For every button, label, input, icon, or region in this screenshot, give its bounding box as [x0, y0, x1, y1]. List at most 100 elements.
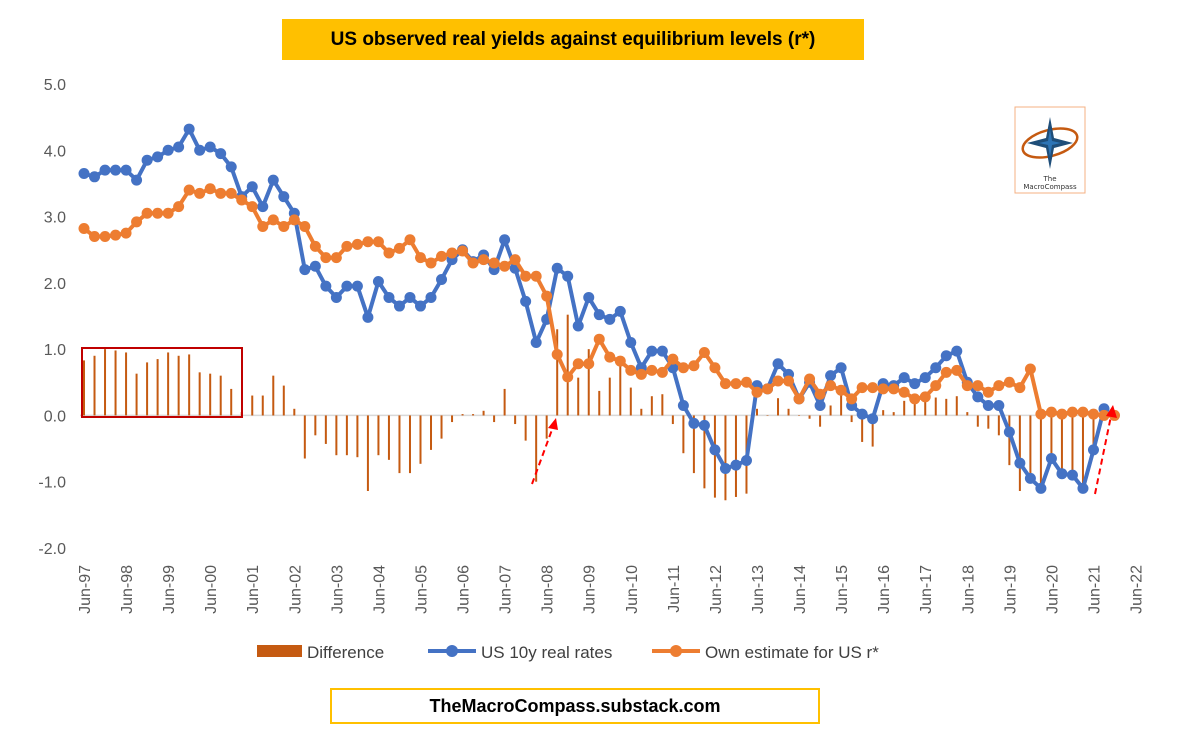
rstar-point	[288, 214, 300, 226]
legend-label-real: US 10y real rates	[481, 643, 612, 662]
y-tick-label: 3.0	[44, 210, 66, 227]
real-rate-point	[520, 295, 532, 307]
difference-bar	[398, 415, 401, 474]
rstar-point	[1024, 363, 1036, 375]
difference-bar	[472, 414, 475, 416]
rstar-point	[951, 364, 963, 376]
difference-bar	[430, 415, 433, 450]
rstar-point	[78, 223, 90, 235]
difference-bar	[976, 415, 979, 427]
rstar-point	[1098, 409, 1110, 421]
difference-bar	[125, 352, 128, 416]
difference-bar	[461, 414, 464, 416]
rstar-point	[499, 260, 511, 272]
x-tick-label: Jun-08	[540, 565, 557, 614]
real-rate-point	[257, 201, 269, 213]
arrow-2008	[531, 426, 554, 485]
difference-bar	[850, 415, 853, 423]
rstar-point	[930, 380, 942, 392]
y-tick-label: 5.0	[44, 77, 66, 94]
difference-bars	[83, 314, 1105, 501]
x-tick-label: Jun-03	[329, 565, 346, 614]
rstar-point	[341, 240, 353, 252]
difference-bar	[724, 415, 727, 501]
difference-bar	[892, 412, 895, 416]
difference-bar	[703, 415, 706, 489]
rstar-point	[488, 257, 500, 269]
rstar-point	[825, 380, 837, 392]
rstar-point	[646, 364, 658, 376]
legend-label-rstar: Own estimate for US r*	[705, 643, 879, 662]
difference-bar	[1018, 415, 1021, 491]
difference-bar	[1060, 415, 1063, 478]
real-rate-point	[173, 141, 185, 153]
arrow-2022-head	[1106, 405, 1117, 418]
rstar-point	[972, 380, 984, 392]
logo-orbit-icon	[1021, 127, 1079, 159]
real-rate-point	[162, 144, 174, 156]
difference-bar	[282, 385, 285, 416]
difference-bar	[293, 408, 296, 416]
difference-bar	[713, 415, 716, 498]
rstar-point	[583, 358, 595, 370]
difference-bar	[335, 415, 338, 456]
real-rate-point	[772, 358, 784, 370]
difference-bar	[766, 415, 769, 416]
rstar-point	[173, 201, 185, 213]
rstar-point	[562, 371, 574, 383]
rstar-point	[604, 351, 616, 363]
rstar-point	[762, 383, 774, 395]
legend-label-difference: Difference	[307, 643, 384, 662]
rstar-point	[572, 358, 584, 370]
rstar-point	[898, 386, 910, 398]
x-tick-label: Jun-22	[1129, 565, 1146, 614]
real-rate-point	[740, 455, 752, 467]
rstar-point	[751, 386, 763, 398]
rstar-point	[909, 393, 921, 405]
real-rate-point	[656, 345, 668, 357]
difference-bar	[272, 375, 275, 416]
difference-bar	[913, 400, 916, 416]
rstar-point	[404, 234, 416, 246]
difference-bar	[377, 415, 380, 456]
difference-bar	[209, 373, 212, 416]
difference-bar	[650, 396, 653, 416]
rstar-point	[635, 368, 647, 380]
difference-bar	[535, 415, 538, 482]
x-tick-label: Jun-99	[161, 565, 178, 614]
rstar-point	[961, 380, 973, 392]
difference-bar	[755, 408, 758, 416]
rstar-point	[835, 384, 847, 396]
rstar-point	[478, 254, 490, 266]
real-rate-point	[1024, 472, 1036, 484]
difference-bar	[798, 415, 801, 416]
difference-bar	[987, 415, 990, 429]
x-tick-label: Jun-18	[960, 565, 977, 614]
difference-bar	[93, 355, 96, 416]
difference-bar	[167, 352, 170, 416]
rstar-point	[856, 382, 868, 394]
y-tick-label: 0.0	[44, 408, 66, 425]
difference-bar	[408, 415, 411, 474]
rstar-point	[982, 386, 994, 398]
x-tick-label: Jun-01	[245, 565, 262, 614]
rstar-point	[194, 187, 206, 199]
rstar-point	[299, 221, 311, 233]
difference-bar	[482, 410, 485, 416]
rstar-point	[362, 236, 374, 248]
difference-bar	[135, 373, 138, 416]
real-rate-point	[646, 345, 658, 357]
real-rate-point	[215, 148, 227, 160]
real-rate-point	[183, 123, 195, 135]
rstar-point	[625, 364, 637, 376]
difference-bar	[882, 410, 885, 416]
real-rate-point	[604, 313, 616, 325]
real-rate-point	[951, 345, 963, 357]
x-tick-label: Jun-19	[1002, 565, 1019, 614]
rstar-point	[225, 187, 237, 199]
rstar-point	[236, 194, 248, 206]
rstar-point	[730, 378, 742, 390]
rstar-point	[667, 353, 679, 365]
x-tick-label: Jun-07	[498, 565, 515, 614]
rstar-point	[278, 221, 290, 233]
